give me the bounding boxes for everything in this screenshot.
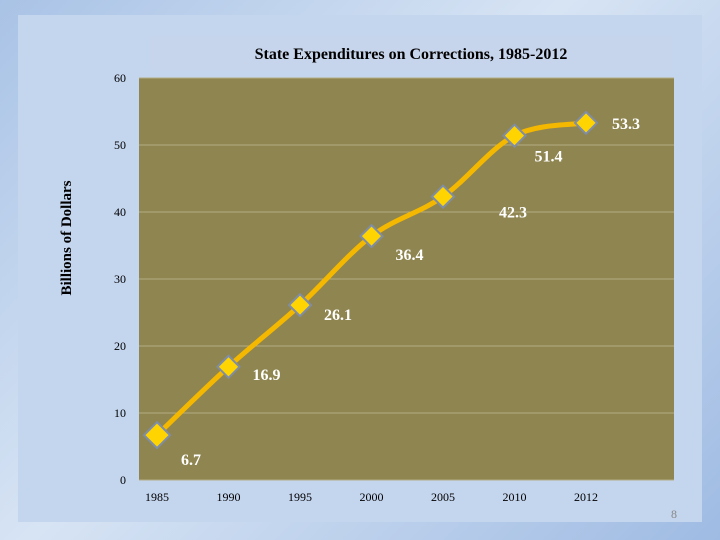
y-tick-label: 60: [114, 71, 126, 85]
y-tick-label: 40: [114, 205, 126, 219]
x-tick-label: 2005: [431, 490, 455, 504]
x-tick-label: 2000: [360, 490, 384, 504]
chart-title-box: [150, 36, 672, 70]
x-tick-label: 1990: [217, 490, 241, 504]
y-tick-label: 30: [114, 272, 126, 286]
x-tick-label: 2012: [574, 490, 598, 504]
page-number: 8: [671, 507, 677, 521]
data-point-1990: [216, 354, 241, 380]
y-tick-label: 50: [114, 138, 126, 152]
data-point-2000: [359, 223, 384, 249]
x-tick-label: 2010: [503, 490, 527, 504]
data-label: 26.1: [324, 307, 352, 324]
data-label: 36.4: [396, 247, 424, 264]
data-point-1985: [142, 420, 172, 450]
data-point-1995: [287, 292, 313, 318]
chart-title: State Expenditures on Corrections, 1985-…: [255, 46, 568, 63]
data-point-2012: [573, 110, 599, 136]
data-point-2010: [502, 123, 527, 149]
data-label: 51.4: [535, 149, 563, 166]
y-axis-title: Billions of Dollars: [59, 180, 75, 295]
data-label: 6.7: [181, 452, 201, 469]
y-tick-label: 20: [114, 339, 126, 353]
data-label: 42.3: [499, 205, 527, 222]
x-tick-label: 1985: [145, 490, 169, 504]
y-tick-label: 10: [114, 406, 126, 420]
data-point-2005: [430, 184, 456, 210]
x-tick-label: 1995: [288, 490, 312, 504]
data-label: 53.3: [612, 116, 640, 133]
data-label: 16.9: [253, 367, 281, 384]
y-tick-label: 0: [120, 473, 126, 487]
